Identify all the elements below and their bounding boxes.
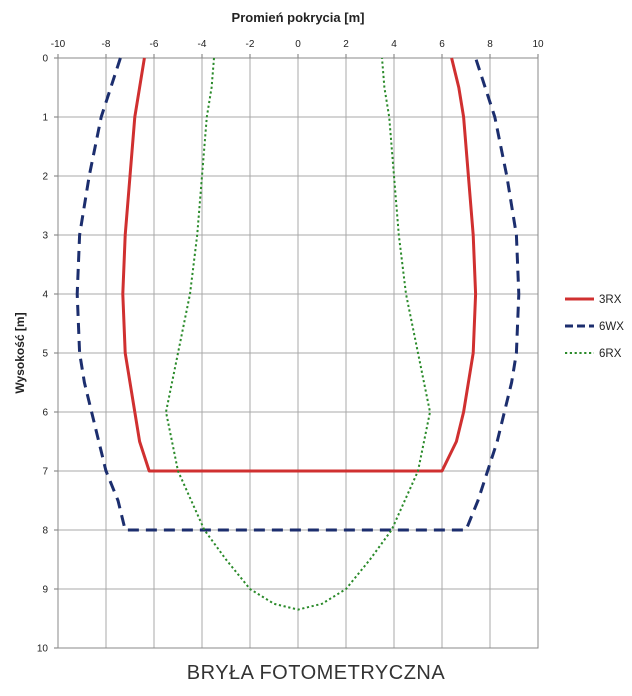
y-tick-label: 1 [42,113,48,124]
x-tick-label: -8 [102,39,111,50]
x-tick-label: 6 [439,39,445,50]
y-tick-label: 0 [42,54,48,65]
y-tick-label: 10 [37,644,49,655]
plot-border [57,57,539,649]
y-axis-title: Wysokość [m] [13,312,27,393]
y-tick-label: 6 [42,408,48,419]
chart-caption: BRYŁA FOTOMETRYCZNA [186,662,446,684]
series-lines [75,57,521,611]
y-tick-label: 9 [42,585,48,596]
legend-label-3rx: 3RX [599,294,622,306]
x-tick-label: 4 [391,39,397,50]
x-axis-title: Promień pokrycia [m] [232,10,365,25]
x-tick-label: 8 [487,39,493,50]
x-tick-label: 2 [343,39,349,50]
y-tick-label: 7 [42,467,48,478]
x-tick-label: -4 [198,39,207,50]
y-tick-label: 3 [42,231,48,242]
x-tick-labels: -10 -8 -6 -4 -2 0 2 4 6 8 10 [51,39,544,50]
series-line-6wx [75,57,521,532]
y-tick-label: 8 [42,526,48,537]
x-tick-label: 10 [532,39,544,50]
legend-label-6wx: 6WX [599,321,624,333]
legend: 3RX 6WX 6RX [565,294,624,360]
legend-label-6rx: 6RX [599,348,622,360]
x-tick-label: -10 [51,39,66,50]
y-tick-labels: 0 1 2 3 4 5 6 7 8 9 10 [37,54,49,655]
y-tick-label: 4 [42,290,48,301]
x-tick-label: 0 [295,39,301,50]
grid-lines [54,54,539,649]
y-tick-label: 5 [42,349,48,360]
x-tick-label: -2 [246,39,255,50]
series-line-6rx [165,57,431,611]
y-tick-label: 2 [42,172,48,183]
series-line-3rx [121,57,478,473]
x-tick-label: -6 [150,39,159,50]
